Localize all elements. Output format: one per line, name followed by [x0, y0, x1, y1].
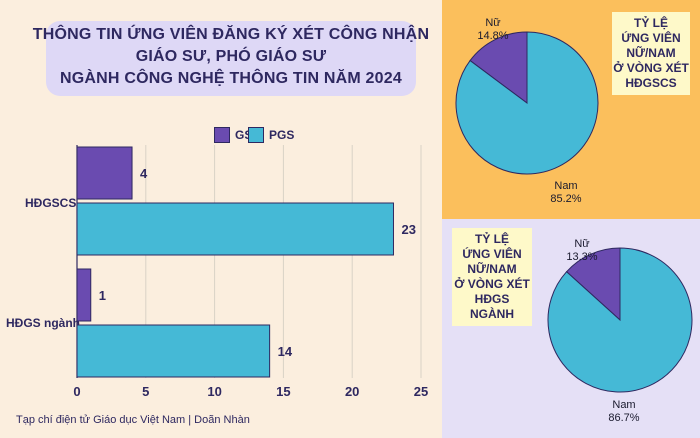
bar-pgs-1: [76, 324, 271, 378]
title-line-1: THÔNG TIN ỨNG VIÊN ĐĂNG KÝ XÉT CÔNG NHẬN: [32, 26, 430, 43]
source-credit: Tạp chí điện tử Giáo dục Việt Nam | Doãn…: [16, 414, 250, 426]
title-line-2: GIÁO SƯ, PHÓ GIÁO SƯ: [135, 48, 327, 65]
bar-value-label: 14: [278, 344, 293, 359]
pie1-label-nam-name: Nam: [554, 180, 578, 192]
legend-pgs-label: PGS: [269, 128, 295, 142]
category-label-hdgs-nganh: HĐGS ngành: [6, 316, 80, 330]
pie2-label-nam: Nam 86.7%: [599, 399, 649, 425]
category-label-hdgscs: HĐGSCS: [25, 196, 77, 210]
pie1-label-nu: Nữ 14.8%: [468, 17, 518, 43]
pie-slice-nu: [565, 247, 621, 322]
pie-slice-nam: [547, 247, 693, 393]
x-tick-label: 20: [345, 384, 359, 399]
pie-title-line: HĐGSCS: [625, 76, 677, 90]
bar-gs-0: [76, 146, 133, 200]
pie2-label-nu-value: 13.3%: [566, 251, 598, 263]
legend-gs-swatch: [214, 127, 230, 143]
pie-title-line: ỨNG VIÊN: [462, 247, 522, 261]
x-tick-label: 15: [276, 384, 290, 399]
pie2-label-nu-name: Nữ: [574, 238, 590, 250]
x-tick-label: 0: [73, 384, 80, 399]
bar-value-label: 1: [99, 288, 106, 303]
x-tick-label: 5: [142, 384, 149, 399]
pie-chart-hdgs-nganh: [547, 247, 693, 393]
pie-title-hdgs-nganh: TỶ LỆ ỨNG VIÊN NỮ/NAM Ở VÒNG XÉT HĐGS NGÀNH: [452, 228, 532, 326]
x-tick-label: 25: [414, 384, 428, 399]
pie-title-hdgscs: TỶ LỆ ỨNG VIÊN NỮ/NAM Ở VÒNG XÉT HĐGSCS: [612, 12, 690, 95]
pie-title-line: Ở VÒNG XÉT: [613, 61, 689, 75]
pie-title-line: NỮ/NAM: [467, 262, 517, 276]
title-line-3: NGÀNH CÔNG NGHỆ THÔNG TIN NĂM 2024: [60, 70, 402, 87]
title-box: [46, 21, 416, 96]
pie-slice-nu: [469, 31, 528, 104]
pie1-label-nam-value: 85.2%: [550, 193, 582, 205]
pie-slice-nam: [455, 31, 599, 175]
pie-title-line: TỶ LỆ: [474, 232, 509, 246]
pie1-label-nu-value: 14.8%: [477, 30, 509, 42]
pie-title-line: TỶ LỆ: [633, 16, 668, 30]
pie2-label-nam-value: 86.7%: [608, 412, 640, 424]
pie2-label-nu: Nữ 13.3%: [557, 238, 607, 264]
bar-pgs-0: [76, 202, 394, 256]
pie-chart-hdgscs: [455, 31, 599, 175]
pie2-label-nam-name: Nam: [612, 399, 636, 411]
legend-pgs-swatch: [248, 127, 264, 143]
bar-gs-1: [76, 268, 92, 322]
pie-title-line: Ở VÒNG XÉT: [454, 277, 530, 291]
bar-value-label: 4: [140, 166, 148, 181]
pie-title-line: NỮ/NAM: [626, 46, 676, 60]
pie-title-line: ỨNG VIÊN: [621, 31, 681, 45]
legend-pgs: PGS: [248, 127, 294, 143]
pie-title-line: HĐGS NGÀNH: [470, 292, 514, 321]
pie1-label-nam: Nam 85.2%: [541, 180, 591, 206]
bar-value-label: 23: [401, 222, 415, 237]
pie1-label-nu-name: Nữ: [485, 17, 501, 29]
bar-chart: 0 5 10 15 20 25 4 23 1 14: [73, 145, 428, 399]
x-tick-label: 10: [207, 384, 221, 399]
